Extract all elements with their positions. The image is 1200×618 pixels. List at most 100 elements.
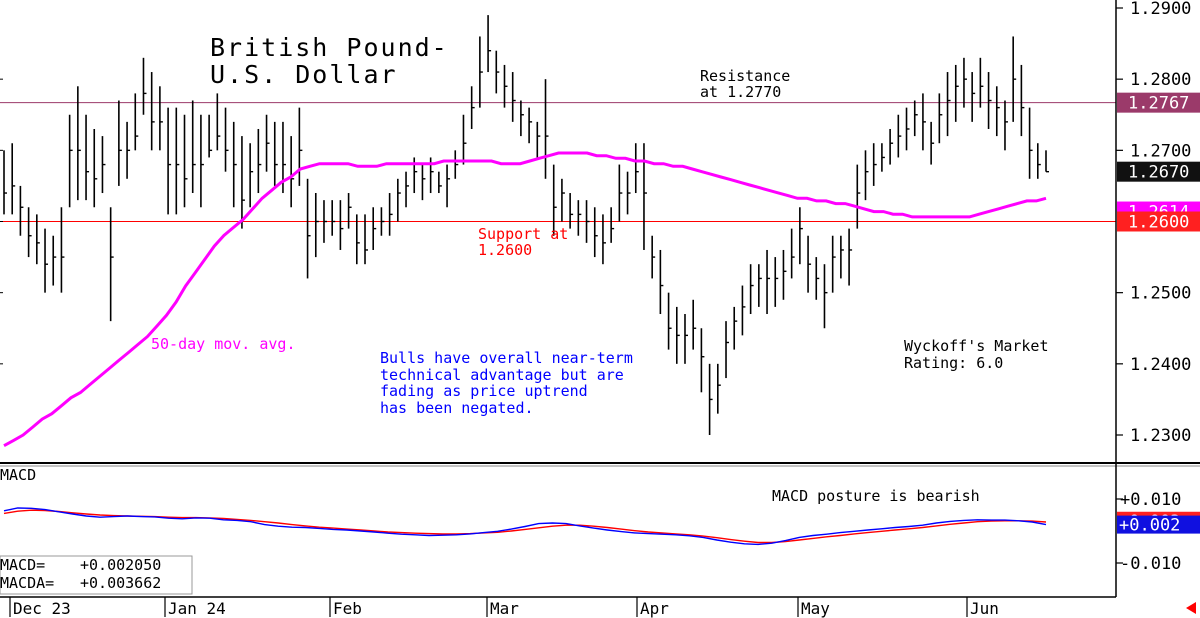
macd-y-tick-label: +0.010 [1120, 490, 1181, 510]
price-bar [848, 228, 853, 286]
price-bar [479, 36, 483, 108]
price-bar [790, 228, 795, 279]
price-bar [667, 292, 672, 350]
price-bar [536, 121, 541, 158]
price-bar [831, 235, 836, 293]
price-bar [741, 285, 746, 336]
price-bar [3, 150, 7, 215]
price-bar [167, 107, 172, 215]
price-bar [1004, 100, 1008, 151]
price-bar [618, 164, 623, 222]
price-bar [93, 128, 98, 208]
price-bar [503, 64, 508, 108]
price-bar [864, 150, 869, 201]
price-bar [421, 164, 426, 201]
price-bar [1012, 36, 1017, 122]
price-bar [109, 207, 114, 322]
price-bar [520, 100, 524, 137]
price-bar [610, 207, 615, 243]
x-month-label: May [801, 599, 830, 618]
price-bar [881, 143, 885, 172]
price-bar [602, 214, 606, 265]
macd-readout-box [0, 555, 193, 595]
price-bar [815, 257, 820, 300]
price-bar [306, 178, 311, 279]
price-bar [692, 299, 697, 350]
price-bar [323, 200, 327, 243]
support-label-line1: Support at [478, 225, 568, 243]
price-bar [889, 128, 894, 165]
price-bar [1036, 143, 1041, 179]
price-y-tick-label: 1.2300 [1130, 426, 1191, 446]
macd-readout-value: +0.002050 [80, 556, 161, 574]
commentary-line-2: technical advantage but are [380, 366, 624, 384]
price-bar [487, 15, 492, 73]
resistance-label-line2: at 1.2770 [700, 83, 781, 101]
price-bar [101, 136, 106, 194]
price-bar [1020, 64, 1025, 137]
price-bar [577, 200, 582, 236]
scroll-left-arrow-icon[interactable] [1186, 602, 1196, 614]
price-bar [356, 214, 360, 265]
last-price-tag: 1.2670 [1117, 161, 1200, 183]
price-bar [405, 171, 410, 208]
price-bar [675, 306, 680, 364]
price-bar [331, 200, 336, 236]
price-bar [232, 121, 237, 208]
x-month-label: Dec 23 [13, 599, 71, 618]
price-bar [134, 93, 139, 151]
price-bar [77, 86, 81, 201]
price-bar [257, 128, 262, 194]
price-bar [454, 150, 459, 179]
price-bar [159, 86, 163, 151]
price-bar [987, 72, 992, 129]
price-bar [799, 207, 803, 265]
price-bar [397, 178, 401, 222]
price-bar [922, 93, 926, 151]
chart-title-line2: U.S. Dollar [210, 60, 398, 89]
price-bar [725, 321, 730, 379]
price-bar [446, 164, 451, 208]
price-bar [528, 107, 533, 144]
price-bar [872, 143, 877, 186]
text-layer: British Pound- U.S. Dollar Resistance at… [0, 33, 1049, 592]
macda-readout-label: MACDA= [0, 574, 54, 592]
x-month-label: Feb [333, 599, 362, 618]
price-bar [44, 228, 49, 293]
price-bar [1028, 107, 1033, 179]
price-bar [733, 306, 738, 350]
macda-readout-value: +0.003662 [80, 574, 161, 592]
price-bar [930, 121, 935, 165]
price-bar [126, 121, 131, 179]
price-bar [634, 143, 639, 194]
macd-panel-title: MACD [0, 466, 36, 484]
price-bar [971, 72, 976, 122]
svg-text:1.2670: 1.2670 [1128, 163, 1189, 183]
price-bar [438, 171, 442, 194]
macd-readout-label: MACD= [0, 556, 45, 574]
price-bar [749, 264, 754, 315]
price-y-tick-label: 1.2700 [1130, 141, 1191, 161]
price-bar [11, 143, 16, 215]
commentary-line-3: fading as price uptrend [380, 382, 588, 400]
price-bar [979, 57, 984, 108]
price-y-tick-label: 1.2400 [1130, 355, 1191, 375]
price-bar [142, 57, 147, 115]
price-bar [183, 114, 188, 208]
macd-panel [0, 507, 1047, 595]
rating-label-line2: Rating: 6.0 [904, 354, 1003, 372]
x-month-label: Mar [490, 599, 519, 618]
price-bar [68, 114, 73, 208]
support-label-line2: 1.2600 [478, 241, 532, 259]
price-bar [807, 235, 812, 293]
price-bar [905, 107, 910, 151]
price-bar [290, 136, 295, 208]
price-bar [995, 86, 1000, 137]
ma-label: 50-day mov. avg. [151, 335, 296, 353]
price-bar [495, 50, 500, 94]
price-bar [913, 100, 918, 137]
price-bar [717, 363, 721, 414]
price-bar [388, 193, 393, 236]
